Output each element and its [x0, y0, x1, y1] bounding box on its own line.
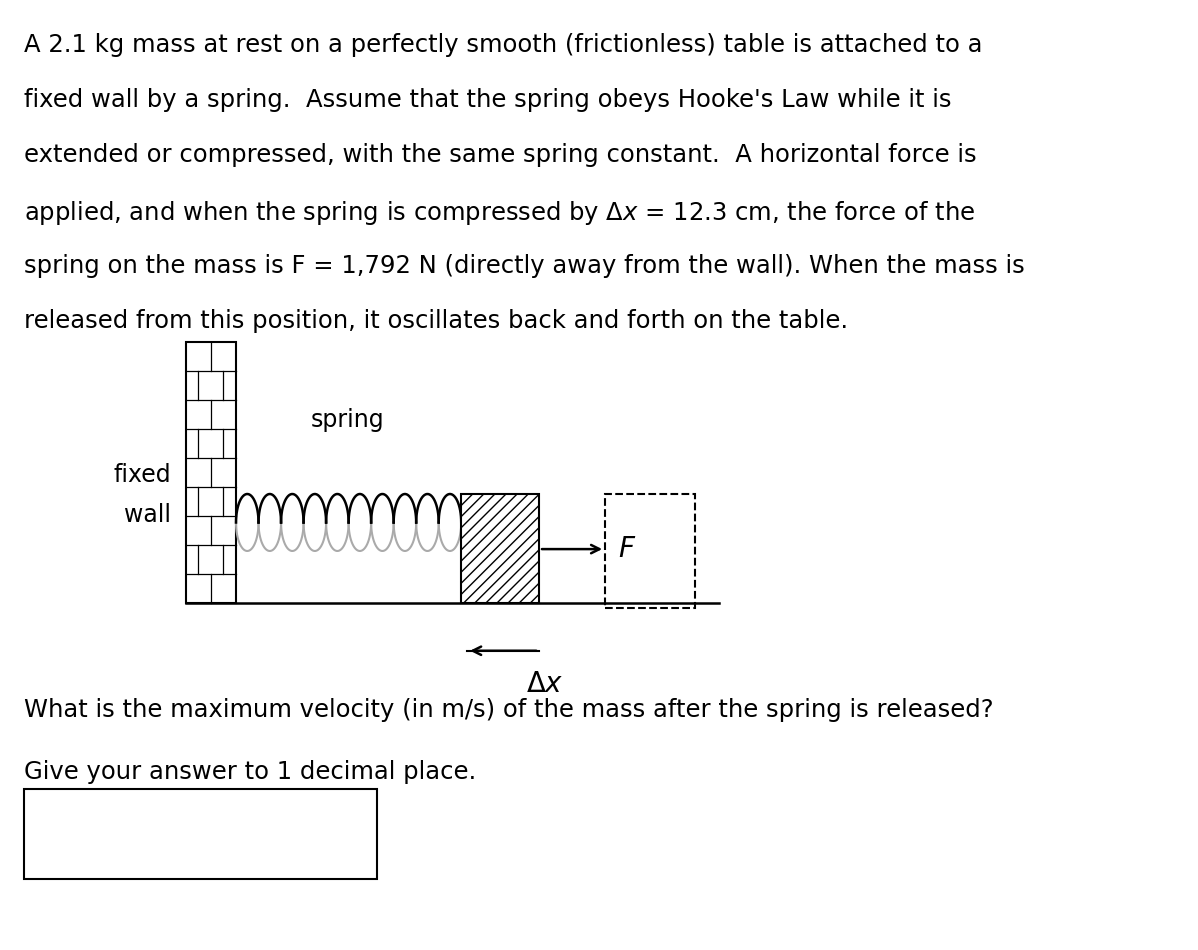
Text: What is the maximum velocity (in m/s) of the mass after the spring is released?: What is the maximum velocity (in m/s) of…	[24, 698, 993, 722]
Bar	[461, 494, 539, 603]
Text: $\Delta x$: $\Delta x$	[526, 670, 564, 697]
Text: fixed: fixed	[114, 463, 171, 487]
Text: extended or compressed, with the same spring constant.  A horizontal force is: extended or compressed, with the same sp…	[24, 143, 976, 167]
Bar	[605, 494, 695, 608]
Text: $F$: $F$	[618, 535, 636, 563]
Text: released from this position, it oscillates back and forth on the table.: released from this position, it oscillat…	[24, 309, 848, 332]
Text: A 2.1 kg mass at rest on a perfectly smooth (frictionless) table is attached to : A 2.1 kg mass at rest on a perfectly smo…	[24, 33, 982, 57]
Text: spring: spring	[310, 408, 385, 432]
Bar	[186, 342, 236, 603]
Text: fixed wall by a spring.  Assume that the spring obeys Hooke's Law while it is: fixed wall by a spring. Assume that the …	[24, 88, 951, 112]
Text: Give your answer to 1 decimal place.: Give your answer to 1 decimal place.	[24, 760, 477, 784]
Bar	[24, 788, 377, 879]
Text: wall: wall	[125, 503, 171, 527]
Text: applied, and when the spring is compressed by $\Delta x$ = 12.3 cm, the force of: applied, and when the spring is compress…	[24, 199, 975, 226]
Text: spring on the mass is F = 1,792 N (directly away from the wall). When the mass i: spring on the mass is F = 1,792 N (direc…	[24, 254, 1024, 277]
